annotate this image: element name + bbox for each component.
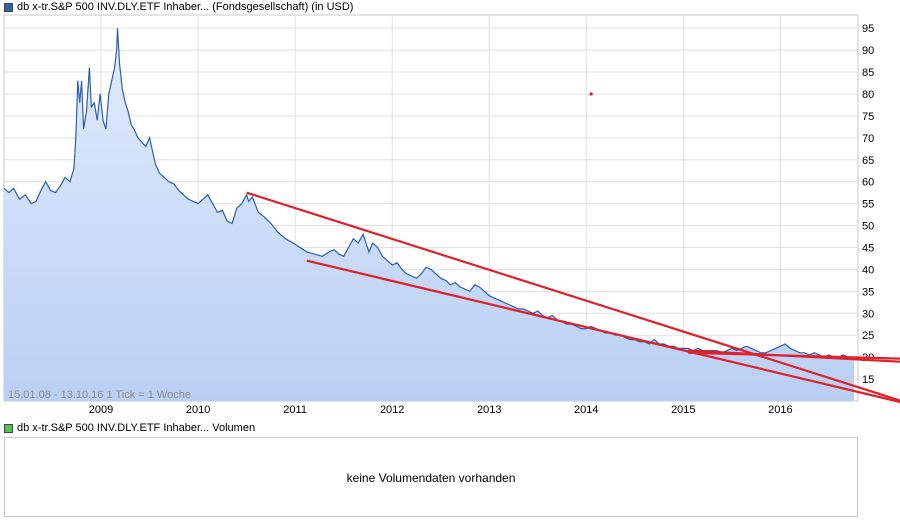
price-legend: db x-tr.S&P 500 INV.DLY.ETF Inhaber... (…	[4, 0, 353, 14]
trendline	[688, 351, 900, 360]
y-tick-label: 75	[862, 111, 874, 123]
y-tick-label: 25	[862, 330, 874, 342]
x-tick-label: 2011	[283, 404, 307, 416]
price-legend-swatch	[4, 2, 13, 12]
x-tick-label: 2013	[477, 404, 501, 416]
volume-legend: db x-tr.S&P 500 INV.DLY.ETF Inhaber... V…	[4, 421, 255, 435]
price-area	[4, 28, 855, 401]
trendline-annotations	[246, 92, 900, 404]
y-tick-label: 40	[862, 264, 874, 276]
x-tick-label: 2012	[380, 404, 404, 416]
y-tick-label: 70	[862, 133, 874, 145]
price-legend-label: db x-tr.S&P 500 INV.DLY.ETF Inhaber... (…	[17, 1, 354, 13]
y-tick-label: 15	[862, 374, 874, 386]
y-tick-label: 55	[862, 199, 874, 211]
x-axis-ticks: 2009 2010 2011 2012 2013 2014 2015 2016	[89, 404, 793, 416]
x-tick-label: 2016	[768, 404, 792, 416]
y-tick-label: 85	[862, 67, 874, 79]
trendline	[306, 259, 900, 404]
y-tick-label: 95	[862, 23, 874, 35]
volume-legend-swatch	[4, 423, 13, 433]
y-tick-label: 30	[862, 308, 874, 320]
y-tick-label: 50	[862, 221, 874, 233]
x-tick-label: 2014	[574, 404, 598, 416]
date-range-label: 15.01.08 - 13.10.16 1 Tick = 1 Woche	[8, 389, 191, 401]
marker-point	[589, 92, 593, 96]
trendline	[246, 191, 900, 402]
volume-panel: keine Volumendaten vorhanden	[4, 437, 858, 517]
x-tick-label: 2010	[186, 404, 210, 416]
y-axis-ticks: 1520253035404550556065707580859095	[862, 23, 874, 386]
x-tick-label: 2009	[89, 404, 113, 416]
y-tick-label: 90	[862, 45, 874, 57]
y-tick-label: 60	[862, 177, 874, 189]
y-tick-label: 80	[862, 89, 874, 101]
price-chart: 1520253035404550556065707580859095 20092…	[3, 14, 900, 416]
x-tick-label: 2015	[671, 404, 695, 416]
y-tick-label: 65	[862, 155, 874, 167]
volume-legend-label: db x-tr.S&P 500 INV.DLY.ETF Inhaber... V…	[17, 422, 256, 434]
y-tick-label: 35	[862, 286, 874, 298]
volume-empty-message: keine Volumendaten vorhanden	[346, 471, 516, 485]
y-tick-label: 45	[862, 242, 874, 254]
